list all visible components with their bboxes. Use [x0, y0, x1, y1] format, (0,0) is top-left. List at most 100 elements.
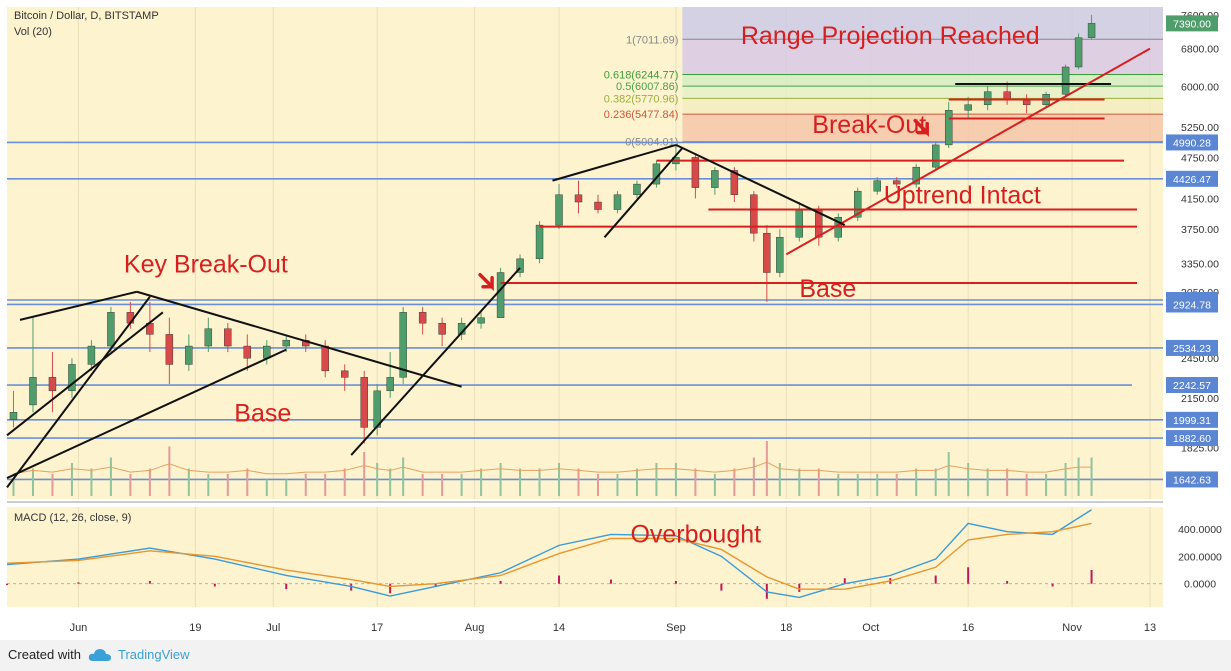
- volume-bar: [895, 474, 898, 496]
- volume-bar: [324, 474, 327, 496]
- fib-level-label: 1(7011.69): [626, 34, 678, 46]
- volume-bar: [1025, 474, 1028, 496]
- price-label-text: 2534.23: [1173, 343, 1211, 355]
- chart-annotation: Uptrend Intact: [884, 182, 1041, 210]
- macd-histogram-bar: [843, 578, 846, 584]
- volume-bar: [1077, 457, 1080, 496]
- time-tick-label: 16: [962, 622, 974, 634]
- candle-body: [204, 328, 213, 347]
- time-tick-label: 17: [371, 622, 383, 634]
- fib-level-label: 0.382(5770.96): [604, 93, 679, 105]
- candle-body: [438, 322, 446, 335]
- time-tick-label: Jul: [266, 622, 280, 634]
- price-tick-label: 3350.00: [1181, 258, 1219, 270]
- volume-bar: [967, 463, 970, 496]
- fib-level-label: 0.5(6007.86): [616, 81, 678, 93]
- trend-line: [6, 311, 164, 437]
- time-tick-label: 19: [189, 622, 201, 634]
- fib-zone: [682, 39, 1163, 75]
- volume-bar: [856, 474, 859, 496]
- volume-bar: [51, 474, 54, 496]
- price-label-badge: [1166, 296, 1218, 313]
- volume-bar: [441, 474, 444, 496]
- macd-histogram-bar: [6, 583, 8, 586]
- candle-body: [386, 377, 394, 392]
- volume-bar: [207, 474, 210, 496]
- candle-body: [535, 224, 544, 260]
- candle-body: [594, 201, 602, 210]
- candle-body: [360, 377, 368, 428]
- price-label-text: 1882.60: [1173, 433, 1211, 445]
- volume-bar: [778, 463, 781, 496]
- price-label-text: 7390.00: [1173, 18, 1211, 30]
- macd-histogram-bar: [967, 567, 970, 584]
- volume-bar: [947, 452, 950, 496]
- time-tick-label: 14: [553, 622, 565, 634]
- volume-bar: [837, 474, 840, 496]
- uptrend-line: [785, 47, 1151, 256]
- volume-bar: [674, 463, 677, 496]
- volume-bar: [596, 474, 599, 496]
- cloud-icon[interactable]: [88, 648, 112, 662]
- candle-body: [373, 390, 381, 428]
- macd-histogram-bar: [148, 580, 151, 584]
- candle-body: [983, 91, 992, 105]
- volume-bar: [752, 457, 755, 496]
- volume-bar: [798, 468, 801, 496]
- macd-histogram-bar: [1090, 570, 1093, 584]
- volume-bar: [765, 441, 768, 496]
- candle-body: [1087, 23, 1096, 38]
- candle-body: [854, 190, 862, 218]
- volume-bar: [694, 468, 697, 496]
- candle-body: [944, 110, 953, 146]
- volume-bar: [986, 468, 989, 496]
- candle-body: [165, 334, 174, 365]
- candle-body: [795, 209, 804, 238]
- volume-bar: [70, 463, 73, 496]
- price-label-badge: [1166, 15, 1218, 32]
- volume-bar: [635, 468, 638, 496]
- time-tick-label: 18: [780, 622, 792, 634]
- macd-histogram-bar: [609, 579, 612, 584]
- volume-bar: [1090, 457, 1093, 496]
- macd-histogram-bar: [389, 583, 392, 594]
- volume-bar: [12, 479, 15, 496]
- candle-body: [477, 317, 485, 324]
- candle-body: [613, 194, 622, 210]
- candle-body: [750, 194, 758, 234]
- trend-line: [6, 348, 287, 479]
- fib-zone: [682, 86, 1163, 99]
- candle-body: [1061, 66, 1070, 95]
- candle-body: [418, 312, 427, 324]
- fib-level-label: 0.618(6244.77): [604, 69, 679, 81]
- trend-line: [675, 144, 846, 226]
- volume-bar: [389, 468, 392, 496]
- chart-annotation: Key Break-Out: [124, 250, 288, 278]
- candle-body: [29, 377, 37, 406]
- volume-bar: [187, 468, 190, 496]
- price-label-badge: [1166, 430, 1218, 447]
- price-tick-label: 6800.00: [1181, 44, 1219, 56]
- volume-bar: [363, 452, 366, 496]
- candle-body: [87, 345, 96, 365]
- candle-body: [516, 258, 524, 273]
- tradingview-link[interactable]: TradingView: [118, 647, 190, 662]
- price-tick-label: 5250.00: [1181, 122, 1219, 134]
- volume-bar: [558, 463, 561, 496]
- price-label-text: 2924.78: [1173, 299, 1211, 311]
- macd-label: MACD (12, 26, close, 9): [14, 512, 131, 524]
- candle-body: [555, 194, 563, 226]
- macd-histogram-bar: [558, 575, 561, 584]
- volume-bar: [109, 457, 112, 496]
- trend-line: [6, 296, 151, 489]
- candle-body: [931, 144, 940, 168]
- macd-histogram-bar: [1051, 583, 1054, 587]
- candle-body: [496, 272, 505, 318]
- price-label-text: 1642.63: [1173, 474, 1211, 486]
- volume-bar: [655, 463, 658, 496]
- price-label-text: 1999.31: [1173, 415, 1211, 427]
- macd-histogram-bar: [798, 583, 801, 592]
- candle-body: [263, 345, 271, 359]
- breakout-arrow: [478, 273, 494, 292]
